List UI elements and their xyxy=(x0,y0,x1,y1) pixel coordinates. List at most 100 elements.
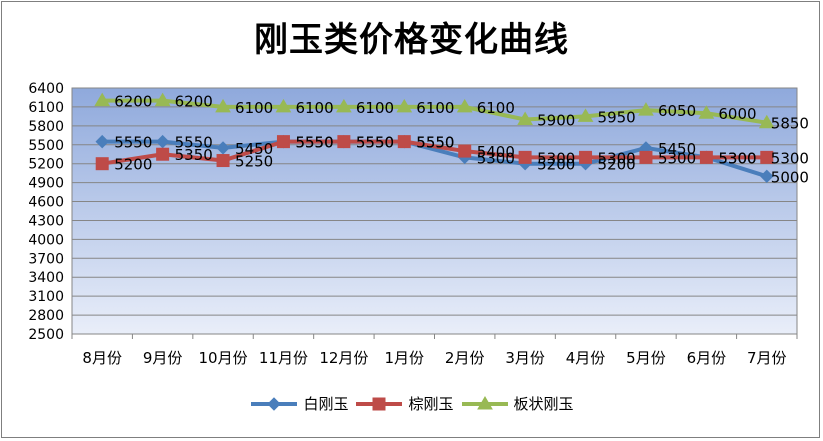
y-tick-label: 5200 xyxy=(28,157,64,173)
legend-label: 白刚玉 xyxy=(303,395,349,413)
x-tick-label: 4月份 xyxy=(566,349,606,367)
series-line xyxy=(102,98,768,125)
x-tick-label: 10月份 xyxy=(198,349,247,367)
data-label: 5900 xyxy=(537,112,575,130)
data-label: 5000 xyxy=(771,168,809,186)
data-label: 5550 xyxy=(416,134,454,152)
y-tick-label: 3400 xyxy=(28,270,64,286)
x-tick-label: 8月份 xyxy=(82,349,122,367)
legend-label: 板状刚玉 xyxy=(513,395,574,413)
data-label: 5300 xyxy=(477,149,515,167)
legend-marker xyxy=(267,396,282,411)
data-point xyxy=(216,141,230,155)
data-label: 5200 xyxy=(114,156,152,174)
data-point xyxy=(156,147,170,161)
data-point xyxy=(275,98,292,113)
data-point xyxy=(698,105,715,119)
data-point xyxy=(579,150,593,164)
data-label: 5550 xyxy=(356,134,394,152)
legend-marker xyxy=(372,397,386,410)
data-label: 5450 xyxy=(235,140,273,158)
x-tick-label: 7月份 xyxy=(747,349,787,367)
data-label: 5300 xyxy=(658,149,696,167)
data-label: 6100 xyxy=(416,99,454,117)
x-tick-label: 9月份 xyxy=(143,349,183,367)
x-tick-label: 3月份 xyxy=(505,349,545,367)
y-tick-label: 4300 xyxy=(28,213,64,229)
legend-label: 棕刚玉 xyxy=(408,395,454,413)
data-point xyxy=(276,135,290,149)
legend-swatch xyxy=(356,397,403,410)
data-point xyxy=(215,98,231,113)
data-label: 6100 xyxy=(295,99,333,117)
data-point xyxy=(94,92,111,107)
x-tick-label: 11月份 xyxy=(259,349,308,367)
data-point xyxy=(216,154,230,168)
data-point xyxy=(397,135,411,149)
chart-legend: 白刚玉 棕刚玉 板状刚玉 xyxy=(0,393,823,414)
legend-swatch xyxy=(251,396,298,411)
data-label: 6000 xyxy=(718,105,756,123)
data-point xyxy=(95,134,109,149)
y-tick-label: 5800 xyxy=(28,119,64,135)
legend-item: 板状刚玉 xyxy=(460,393,574,414)
data-label: 6100 xyxy=(235,99,273,117)
data-point xyxy=(456,98,473,113)
data-point xyxy=(577,108,594,122)
data-label: 5300 xyxy=(718,149,756,167)
data-point xyxy=(95,157,109,171)
data-label: 5550 xyxy=(356,134,394,152)
y-tick-label: 2800 xyxy=(28,308,64,324)
legend-marker xyxy=(476,395,493,409)
series-line xyxy=(102,139,768,179)
data-label: 5550 xyxy=(295,134,333,152)
data-label: 5450 xyxy=(658,140,696,158)
data-point xyxy=(760,169,774,184)
legend-swatch xyxy=(461,395,508,409)
legend-item: 棕刚玉 xyxy=(354,393,454,414)
data-label: 5950 xyxy=(598,108,636,126)
data-point xyxy=(518,150,532,164)
data-label: 5250 xyxy=(235,153,273,171)
x-tick-label: 1月份 xyxy=(385,349,425,367)
data-point xyxy=(638,102,654,116)
data-label: 6200 xyxy=(175,93,213,111)
data-point xyxy=(517,111,533,126)
data-label: 6200 xyxy=(114,93,152,111)
data-label: 5300 xyxy=(718,149,756,167)
chart-title: 刚玉类价格变化曲线 xyxy=(254,20,569,60)
data-label: 5550 xyxy=(416,134,454,152)
data-point xyxy=(396,98,413,113)
data-point xyxy=(760,150,774,164)
y-tick-label: 3700 xyxy=(28,251,64,267)
data-label: 5550 xyxy=(175,134,213,152)
data-point xyxy=(154,92,171,107)
y-tick-label: 2500 xyxy=(28,327,64,343)
y-tick-label: 5500 xyxy=(28,138,64,154)
data-label: 5400 xyxy=(477,143,515,161)
y-tick-label: 6100 xyxy=(28,100,64,116)
data-label: 5350 xyxy=(175,146,213,164)
data-point xyxy=(336,98,352,113)
data-point xyxy=(337,135,351,149)
data-point xyxy=(458,144,472,158)
data-point xyxy=(758,114,775,129)
data-label: 5550 xyxy=(295,134,333,152)
x-tick-label: 5月份 xyxy=(626,349,666,367)
data-label: 5300 xyxy=(771,149,809,167)
x-tick-label: 12月份 xyxy=(319,349,368,367)
data-label: 6100 xyxy=(477,99,515,117)
x-tick-label: 6月份 xyxy=(687,349,727,367)
x-tick-label: 2月份 xyxy=(445,349,485,367)
y-tick-label: 4000 xyxy=(28,232,64,248)
data-label: 5850 xyxy=(771,115,809,133)
y-tick-label: 4600 xyxy=(28,195,64,211)
y-tick-label: 4900 xyxy=(28,176,64,192)
data-label: 5200 xyxy=(598,156,636,174)
data-label: 6050 xyxy=(658,102,696,120)
y-tick-label: 3100 xyxy=(28,289,64,305)
legend-item: 白刚玉 xyxy=(249,393,348,414)
data-point xyxy=(155,134,170,149)
data-label: 5200 xyxy=(537,156,575,174)
